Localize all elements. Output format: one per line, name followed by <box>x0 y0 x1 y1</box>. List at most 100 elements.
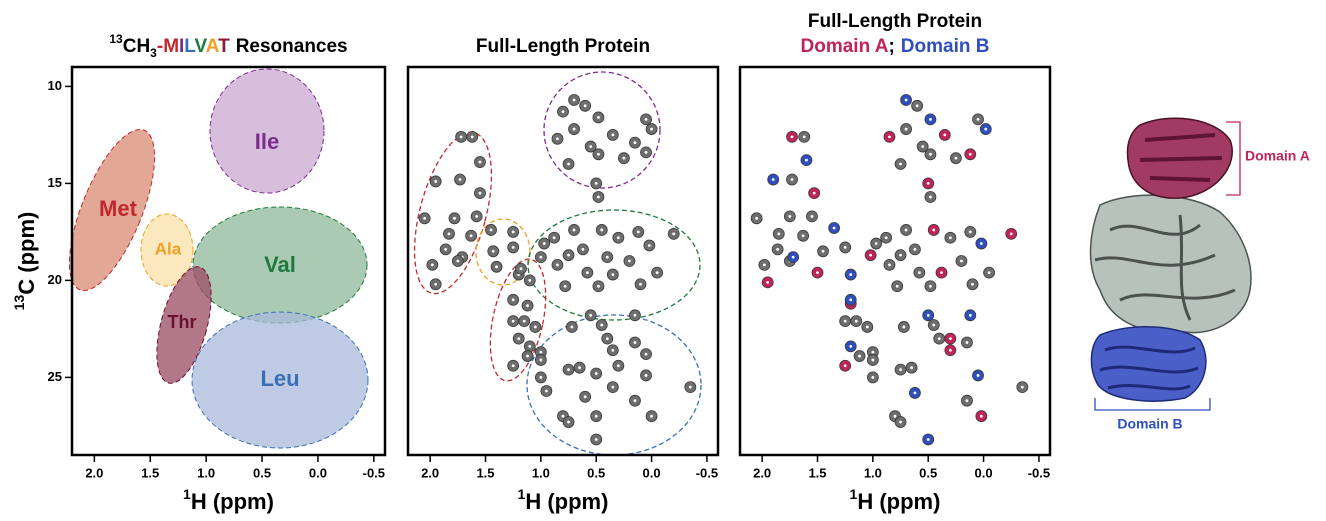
points-layer <box>418 94 1029 446</box>
peak-center <box>581 247 585 251</box>
legend-separator: ; <box>888 36 894 57</box>
peak-center <box>948 236 952 240</box>
peak-center <box>788 214 792 218</box>
peak-center <box>854 319 858 323</box>
peak-center <box>921 145 925 148</box>
peak-center <box>899 368 902 372</box>
peak-center <box>519 267 523 271</box>
peak-center <box>849 344 853 348</box>
x-tick-label: 2.0 <box>753 465 771 480</box>
region-outline <box>543 71 661 189</box>
peak-center <box>611 273 615 276</box>
x-tick-label: 1.0 <box>532 465 550 480</box>
peak-center <box>929 152 932 156</box>
peak-center <box>572 98 576 102</box>
peak-center <box>888 263 891 267</box>
peak-center <box>762 263 766 267</box>
peak-center <box>511 319 515 323</box>
peak-center <box>968 230 972 234</box>
peak-center <box>561 110 565 114</box>
peak-center <box>633 399 637 403</box>
peak-center <box>544 389 548 393</box>
peak-center <box>899 420 902 424</box>
x-axis-label: 1H (ppm) <box>183 486 274 514</box>
region-ellipse <box>68 128 156 292</box>
peak-center <box>929 284 932 288</box>
title-letter: I <box>179 36 184 57</box>
peak-center <box>633 341 637 344</box>
chart-title: Full-Length Protein <box>476 36 650 57</box>
peak-center <box>491 249 495 253</box>
peak-center <box>776 247 780 251</box>
peak-center <box>511 246 515 249</box>
peak-center <box>849 298 853 302</box>
region-label: Leu <box>260 366 299 391</box>
title-isotope: 13 <box>109 32 123 46</box>
peak-center <box>979 242 983 245</box>
peak-center <box>578 366 582 370</box>
x-tick-label: 0.0 <box>643 465 661 480</box>
peak-center <box>444 247 448 251</box>
peak-center <box>932 228 936 232</box>
x-tick-label: 0.5 <box>919 465 937 480</box>
peak-center <box>816 271 819 275</box>
peak-center <box>929 117 932 121</box>
x-label-sup: 1 <box>850 486 858 502</box>
x-tick-label: 0.5 <box>587 465 605 480</box>
peak-center <box>650 127 653 131</box>
peak-center <box>556 263 559 267</box>
peak-center <box>528 279 532 282</box>
legend-entry: Domain A <box>801 36 889 57</box>
peak-center <box>495 265 498 269</box>
peak-center <box>434 180 438 183</box>
peak-center <box>899 162 902 166</box>
strand-detail <box>1139 133 1223 182</box>
peak-center <box>1020 385 1024 389</box>
y-tick-label: 15 <box>48 175 62 190</box>
peak-center <box>597 152 600 156</box>
peak-center <box>1009 232 1013 236</box>
peak-center <box>971 282 974 286</box>
peak-center <box>539 350 543 354</box>
region-outline <box>413 131 493 295</box>
x-label-text: H (ppm) <box>857 489 940 514</box>
peak-center <box>871 376 875 379</box>
region-label: Ile <box>255 129 279 154</box>
peak-center <box>871 350 875 354</box>
peak-center <box>583 395 587 399</box>
peak-center <box>940 271 943 275</box>
title-rest: Resonances <box>236 36 348 57</box>
peak-center <box>567 368 570 372</box>
peak-center <box>895 284 899 288</box>
title-base: CH <box>123 36 150 57</box>
title-letter: M <box>163 36 179 57</box>
legend: Domain A; Domain B <box>801 36 990 57</box>
peak-center <box>871 358 875 362</box>
peak-center <box>915 104 919 108</box>
peak-center <box>858 354 861 358</box>
peak-center <box>874 242 878 245</box>
peak-center <box>616 236 620 240</box>
peak-center <box>929 195 932 199</box>
plot-frame <box>738 65 1052 457</box>
peak-center <box>802 135 806 139</box>
y-tick-label: 10 <box>48 78 62 93</box>
peak-center <box>843 364 847 368</box>
peak-center <box>526 304 529 308</box>
peak-center <box>511 230 515 234</box>
peak-center <box>948 348 952 352</box>
peak-center <box>542 242 546 245</box>
peak-center <box>984 127 988 131</box>
peak-center <box>616 364 620 368</box>
peak-center <box>968 313 972 317</box>
plot-frame <box>70 65 387 457</box>
x-tick-label: 0.0 <box>975 465 993 480</box>
peak-center <box>960 259 963 263</box>
peak-center <box>926 182 930 185</box>
peak-center <box>965 341 969 344</box>
region-ellipse <box>209 68 325 194</box>
peak-center <box>533 325 537 329</box>
peak-center <box>913 247 917 251</box>
x-tick-label: 0.5 <box>253 465 271 480</box>
peak-center <box>594 372 598 375</box>
